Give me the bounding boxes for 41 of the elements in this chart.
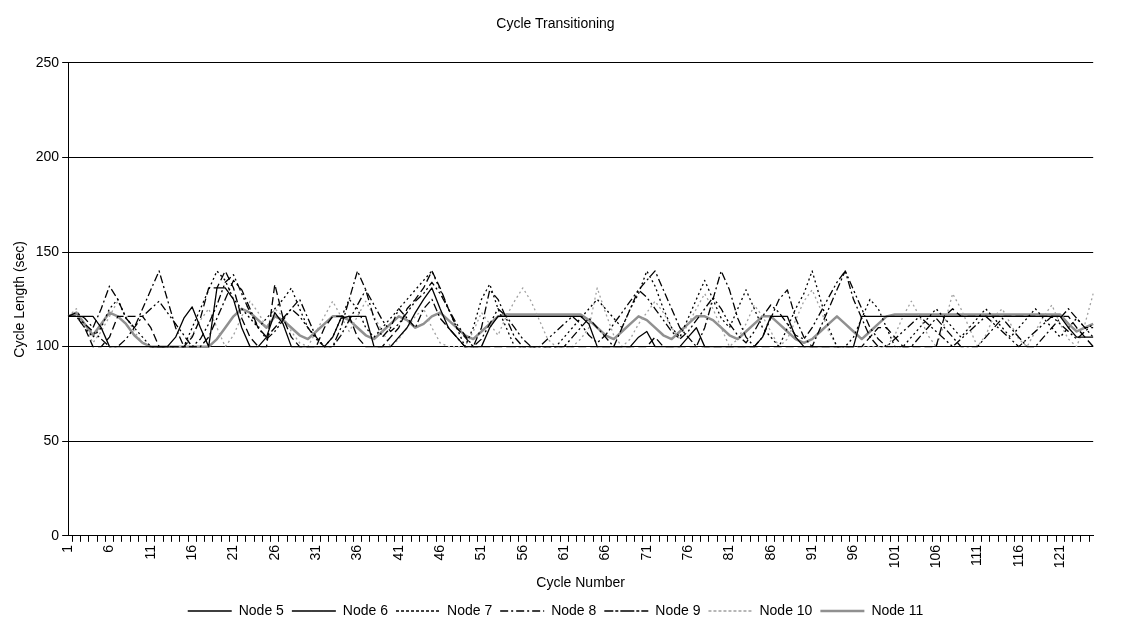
y-tick-label: 250 [35, 53, 60, 70]
x-tick-label: 1 [59, 544, 76, 553]
x-tick-label: 91 [803, 544, 819, 561]
y-tick-label: 0 [51, 526, 60, 543]
legend-label: Node 11 [871, 601, 924, 618]
x-tick-label: 16 [183, 544, 200, 561]
chart-title: Cycle Transitioning [496, 15, 615, 32]
x-tick-label: 56 [513, 544, 530, 561]
x-tick-label: 101 [885, 544, 902, 569]
x-tick-label: 21 [224, 544, 241, 561]
y-axis-title: Cycle Length (sec) [11, 240, 28, 358]
y-tick-label: 200 [35, 148, 60, 165]
x-tick-label: 116 [1009, 544, 1026, 568]
x-tick-label: 66 [596, 544, 613, 561]
x-tick-label: 121 [1050, 544, 1067, 569]
x-tick-label: 61 [555, 544, 572, 561]
x-tick-label: 36 [348, 544, 365, 561]
x-tick-label: 86 [761, 544, 778, 561]
x-tick-label: 76 [679, 544, 695, 561]
x-tick-label: 46 [431, 544, 448, 561]
legend-label: Node 8 [551, 601, 597, 618]
legend-label: Node 5 [238, 601, 285, 618]
x-tick-label: 26 [265, 544, 282, 561]
x-tick-label: 96 [844, 544, 861, 561]
x-tick-label: 71 [637, 544, 654, 561]
y-tick-label: 50 [43, 432, 60, 449]
y-tick-label: 100 [35, 337, 60, 354]
x-tick-label: 51 [472, 544, 489, 561]
x-tick-label: 81 [720, 544, 737, 561]
x-tick-label: 11 [141, 544, 158, 560]
x-tick-label: 6 [100, 544, 117, 553]
y-tick-label: 150 [35, 242, 60, 259]
x-tick-label: 106 [927, 544, 943, 569]
x-tick-label: 111 [968, 544, 985, 567]
legend-label: Node 6 [342, 601, 389, 618]
x-tick-label: 31 [307, 544, 324, 561]
legend-label: Node 10 [759, 601, 813, 618]
legend-label: Node 9 [655, 601, 701, 618]
legend-label: Node 7 [447, 601, 493, 618]
x-axis-title: Cycle Number [536, 574, 626, 591]
x-tick-label: 41 [389, 544, 406, 561]
